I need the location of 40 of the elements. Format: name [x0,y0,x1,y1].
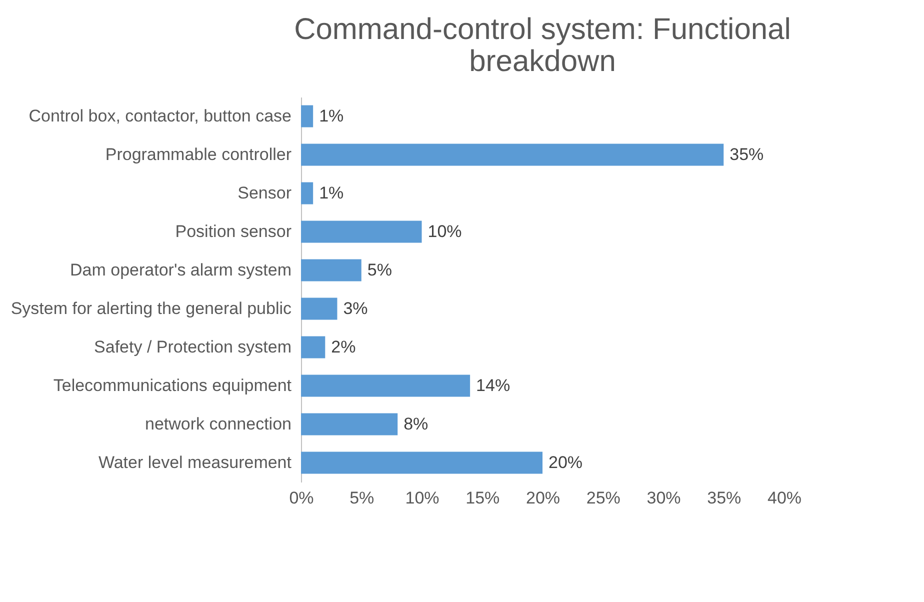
x-tick-label: 10% [405,488,440,508]
bar [301,182,314,204]
bar [301,374,470,397]
y-tick-label: Telecommunications equipment [53,376,292,395]
data-label: 8% [404,414,428,434]
x-tick-label: 40% [767,488,802,508]
y-tick-label: Control box, contactor, button case [28,106,292,126]
bar [301,105,314,128]
data-label: 5% [367,260,392,280]
bar [301,220,422,243]
y-tick-label: Dam operator's alarm system [70,260,292,280]
bar [301,452,542,474]
data-label: 20% [548,452,583,472]
x-tick-label: 35% [707,488,742,508]
y-tick-label: Programmable controller [105,144,292,164]
y-tick-label: System for alerting the general public [10,298,292,318]
x-tick-label: 20% [526,488,560,508]
bar [301,336,326,358]
y-tick-label: network connection [145,414,292,434]
bar [301,259,362,282]
x-tick-label: 30% [646,488,681,508]
chart-title: Command-control system: Functional breakdown [294,13,791,78]
data-label: 3% [343,298,368,318]
data-label: 1% [319,183,344,202]
data-label: 2% [331,337,356,356]
y-tick-label: Sensor [238,183,292,202]
data-label: 10% [428,222,462,241]
bar [301,144,724,166]
bar [301,413,398,436]
bar [301,298,338,320]
x-tick-label: 0% [289,488,314,508]
data-label: 35% [730,144,764,164]
x-tick-label: 15% [466,488,500,508]
data-label: 1% [319,106,344,126]
x-tick-label: 5% [350,488,374,508]
x-tick-label: 25% [586,488,620,508]
y-tick-label: Position sensor [175,222,292,241]
data-label: 14% [476,376,510,395]
y-tick-label: Water level measurement [98,452,292,472]
y-tick-label: Safety / Protection system [94,337,292,356]
